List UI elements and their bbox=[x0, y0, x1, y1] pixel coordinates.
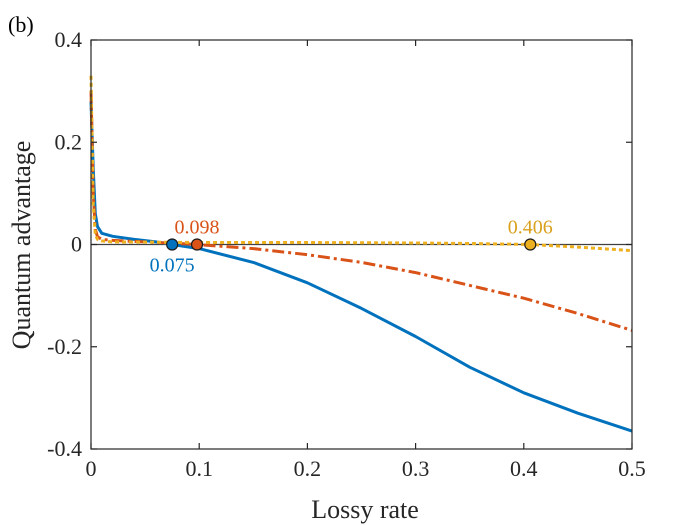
x-tick-label: 0.4 bbox=[510, 456, 538, 481]
y-axis-title: Quantum advantage bbox=[7, 141, 36, 350]
x-tick-label: 0.2 bbox=[294, 456, 322, 481]
crossing-point-1 bbox=[166, 238, 179, 251]
crossing-label-3: 0.406 bbox=[508, 217, 553, 239]
crossing-label-2: 0.098 bbox=[175, 217, 220, 239]
crossing-label-1: 0.075 bbox=[150, 255, 195, 277]
series-line-1 bbox=[89, 101, 633, 433]
x-tick-label: 0.1 bbox=[185, 456, 213, 481]
series-layer: 0.075 0.098 0.406 bbox=[89, 75, 633, 433]
crossing-point-2 bbox=[190, 238, 204, 251]
y-tick-label: -0.2 bbox=[47, 334, 82, 359]
x-tick-label: 0.3 bbox=[402, 456, 430, 481]
x-tick-label: 0 bbox=[86, 456, 97, 481]
panel-label: (b) bbox=[8, 12, 34, 37]
axes: 0 0.1 0.2 0.3 0.4 0.5 -0.4 -0.2 0 0.2 0.4 bbox=[47, 27, 646, 481]
x-tick-label: 0.5 bbox=[618, 456, 646, 481]
x-axis-title: Lossy rate bbox=[311, 495, 419, 524]
y-tick-label: 0.2 bbox=[55, 129, 83, 154]
y-tick-label: -0.4 bbox=[47, 436, 82, 461]
crossing-point-3 bbox=[524, 238, 537, 251]
y-tick-label: 0 bbox=[71, 232, 82, 257]
y-tick-label: 0.4 bbox=[55, 27, 83, 52]
series-line-2 bbox=[89, 91, 633, 332]
